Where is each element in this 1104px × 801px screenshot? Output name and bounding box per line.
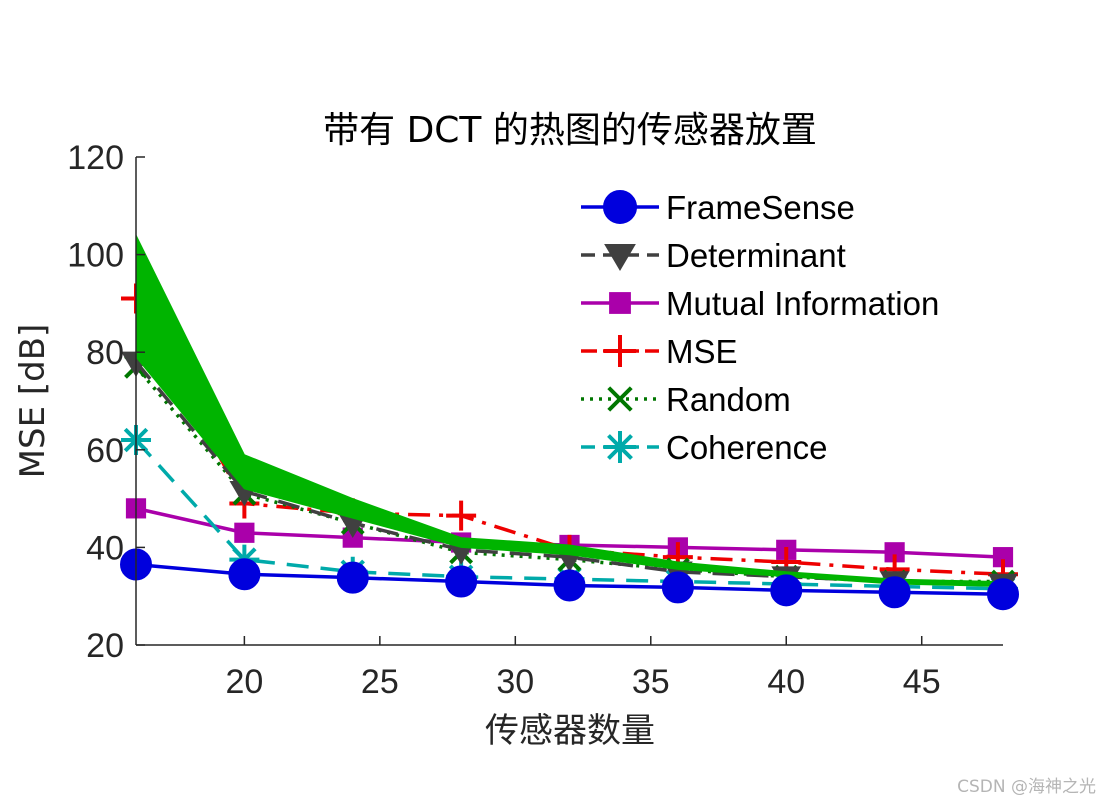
legend-item-mutual-information: Mutual Information [581,285,939,322]
data-point-framesense [661,571,694,604]
y-tick-label: 120 [67,139,124,177]
x-tick-label: 35 [632,663,670,701]
legend-marker-framesense [603,190,637,224]
legend-label: MSE [666,333,738,370]
watermark: CSDN @海神之光 [957,777,1096,797]
legend-label: FrameSense [666,189,855,226]
legend-marker-mse [604,335,636,367]
x-axis-title: 传感器数量 [485,711,655,751]
legend: FrameSense Determinant Mutual Information M… [581,189,939,466]
legend-label: Random [666,381,791,418]
data-point-framesense [770,574,803,607]
data-point-framesense [336,561,369,594]
chart-title: 带有 DCT 的热图的传感器放置 [323,110,817,151]
x-tick-label: 25 [361,663,399,701]
legend-item-random: Random [581,381,791,418]
data-point-mse [446,500,477,531]
legend-item-coherence: Coherence [581,429,827,466]
data-point-framesense [445,565,478,598]
legend-marker-coherence [604,431,636,463]
x-tick-label: 45 [903,663,941,701]
legend-label: Determinant [666,237,846,274]
legend-item-determinant: Determinant [581,237,846,274]
legend-item-framesense: FrameSense [581,189,855,226]
data-point-mutual-information [234,522,255,543]
y-tick-label: 60 [86,432,124,470]
legend-marker-determinant [604,244,636,271]
data-point-framesense [553,569,586,602]
series-mse [121,283,1018,590]
y-axis-title: MSE [dB] [13,324,53,479]
legend-label: Mutual Information [666,285,939,322]
legend-item-mse: MSE [581,333,738,370]
x-tick-label: 20 [225,663,263,701]
y-tick-label: 100 [67,237,124,275]
y-tick-label: 80 [86,334,124,372]
data-point-framesense [878,576,911,609]
legend-label: Coherence [666,429,827,466]
y-tick-label: 20 [86,627,124,665]
y-tick-label: 40 [86,529,124,567]
x-tick-label: 40 [767,663,805,701]
data-point-framesense [987,578,1019,611]
legend-marker-mutual-information [609,292,631,314]
series-layer [120,234,1019,611]
legend-marker-random [607,386,633,412]
data-point-framesense [228,558,261,591]
axes: 20 25 30 35 40 45 20 40 60 80 100 120 [67,139,1003,701]
series-framesense [120,548,1019,611]
x-tick-label: 30 [496,663,534,701]
